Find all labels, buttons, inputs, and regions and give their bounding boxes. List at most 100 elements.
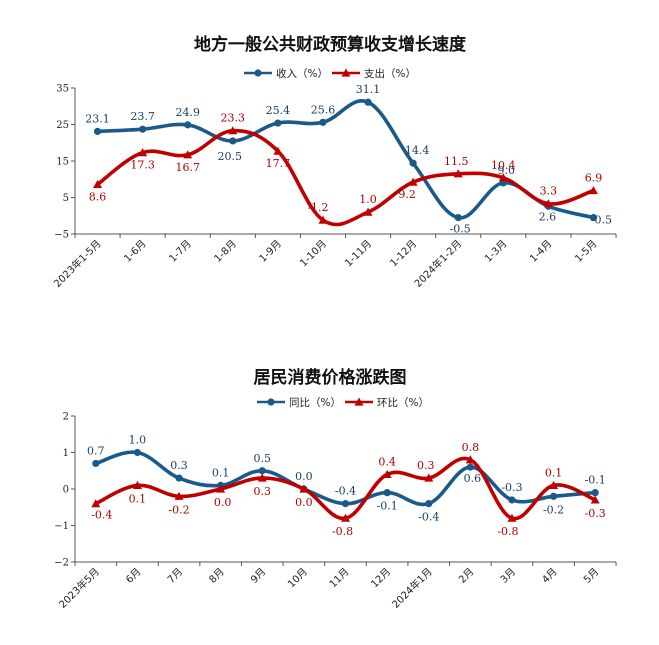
x-tick-label: 1-11月 xyxy=(343,238,375,270)
x-tick-label: 1-7月 xyxy=(167,238,194,265)
data-point xyxy=(216,484,226,493)
legend-label: 同比（%） xyxy=(289,396,341,409)
data-label: -0.1 xyxy=(585,474,606,487)
data-label: 9.2 xyxy=(398,188,416,201)
legend-marker xyxy=(341,68,351,77)
data-point xyxy=(139,125,147,133)
data-label: -1.2 xyxy=(307,201,328,214)
chart-title: 地方一般公共财政预算收支增长速度 xyxy=(194,34,467,55)
y-tick-label: 35 xyxy=(56,84,69,95)
data-label: -0.3 xyxy=(585,507,606,520)
data-label: 17.3 xyxy=(130,159,155,172)
data-point xyxy=(507,513,517,522)
series-2: -0.4 0.1 -0.2 0.0 0.3 0.0 -0.8 0.4 0.3 0.8 -0.8 0.1… xyxy=(91,441,606,538)
y-tick-label: −1 xyxy=(54,521,69,532)
data-label: -0.2 xyxy=(168,503,189,516)
data-point xyxy=(228,126,238,135)
data-label: 3.3 xyxy=(540,185,558,198)
legend-label: 收入（%） xyxy=(276,67,328,80)
data-point xyxy=(408,177,418,186)
data-label: -0.5 xyxy=(450,223,471,236)
x-tick-label: 4月 xyxy=(540,566,560,586)
x-tick-label: 6月 xyxy=(123,566,143,586)
x-tick-label: 9月 xyxy=(248,566,268,586)
data-point xyxy=(364,98,372,106)
x-tick-label: 1-9月 xyxy=(257,238,284,265)
series-2: 8.6 17.3 16.7 23.3 17.7 -1.2 1.0 9.2 11.5 10.4 3.3… xyxy=(89,112,603,227)
data-label: 16.7 xyxy=(175,161,200,174)
data-label: 0.3 xyxy=(417,459,435,472)
x-tick-label: 2024年1月 xyxy=(389,565,435,611)
x-tick-label: 12月 xyxy=(369,566,394,591)
y-tick-label: 25 xyxy=(56,120,69,131)
legend-item-1: 同比（%） xyxy=(257,396,341,409)
x-tick-label: 2023年5月 xyxy=(56,565,102,611)
data-label: 6.9 xyxy=(585,172,603,185)
x-tick-label: 2024年1-2月 xyxy=(411,237,464,290)
data-label: 0.0 xyxy=(295,470,313,483)
data-label: 9.0 xyxy=(498,164,516,177)
data-point xyxy=(319,118,327,126)
data-point xyxy=(498,173,508,182)
data-point xyxy=(258,467,266,475)
legend-item-2: 支出（%） xyxy=(332,67,416,80)
data-label: 23.3 xyxy=(221,112,246,125)
y-tick-label: 0 xyxy=(63,485,69,496)
data-point xyxy=(549,480,559,489)
data-label: 1.0 xyxy=(359,193,377,206)
data-point xyxy=(91,499,101,508)
legend-item-1: 收入（%） xyxy=(244,67,328,80)
data-label: 0.0 xyxy=(214,496,232,509)
chart-title: 居民消费价格涨跌图 xyxy=(254,367,407,388)
data-point xyxy=(341,513,350,522)
legend-label: 支出（%） xyxy=(364,67,416,80)
data-point xyxy=(133,448,142,457)
data-label: 0.1 xyxy=(212,466,230,479)
y-tick-label: −5 xyxy=(54,230,69,241)
data-point xyxy=(383,489,391,497)
data-point xyxy=(453,169,463,178)
data-label: 14.4 xyxy=(405,144,430,157)
data-point xyxy=(543,199,553,208)
data-point xyxy=(92,459,100,468)
x-tick-label: 1-8月 xyxy=(212,238,239,265)
legend: 同比（%） 环比（%） xyxy=(257,396,429,409)
data-label: 24.9 xyxy=(175,106,200,119)
y-tick-label: 2 xyxy=(63,412,69,423)
data-point xyxy=(549,492,558,500)
data-label: 0.3 xyxy=(170,459,188,472)
data-label: 0.4 xyxy=(378,455,396,468)
data-point xyxy=(93,127,102,136)
data-label: -0.3 xyxy=(501,481,522,494)
x-tick-label: 5月 xyxy=(581,566,601,586)
data-label: -0.2 xyxy=(543,503,564,516)
data-label: 31.1 xyxy=(356,83,381,96)
data-point xyxy=(589,213,598,222)
series-line xyxy=(95,99,596,220)
y-tick-label: 15 xyxy=(56,157,69,168)
data-point xyxy=(229,137,237,145)
data-point xyxy=(183,150,193,159)
data-point xyxy=(138,148,148,157)
x-tick-label: 1-10月 xyxy=(297,238,329,270)
data-label: -0.5 xyxy=(591,214,612,227)
data-label: 8.6 xyxy=(89,190,107,203)
data-label: 1.0 xyxy=(129,434,147,447)
legend-marker xyxy=(254,69,262,77)
data-point xyxy=(341,500,350,508)
data-label: -0.4 xyxy=(335,485,356,498)
data-point xyxy=(257,473,267,482)
data-point xyxy=(132,480,142,489)
data-label: 23.1 xyxy=(85,112,110,125)
data-point xyxy=(466,463,474,471)
legend: 收入（%） 支出（%） xyxy=(244,67,416,80)
x-tick-label: 11月 xyxy=(327,566,352,591)
data-label: -0.4 xyxy=(91,509,112,522)
data-point xyxy=(273,146,283,155)
data-label: 0.3 xyxy=(254,485,272,498)
x-tick-label: 7月 xyxy=(165,566,185,586)
